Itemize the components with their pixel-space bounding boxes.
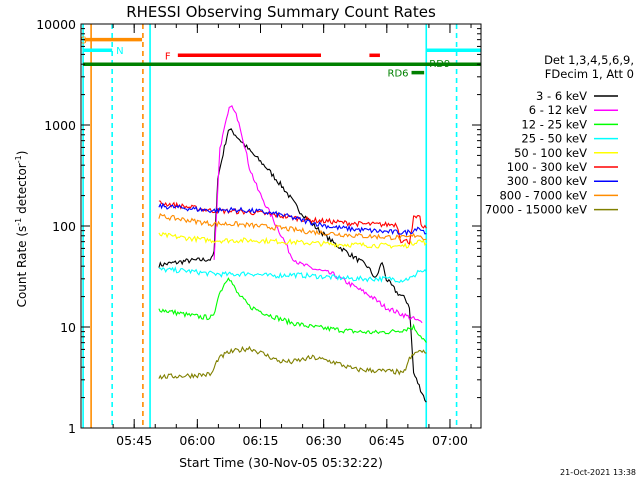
- x-axis-label: Start Time (30-Nov-05 05:32:22): [179, 455, 383, 470]
- legend-label-8: 7000 - 15000 keV: [485, 203, 587, 217]
- legend-label-1: 6 - 12 keV: [529, 103, 587, 117]
- y-tick-label-4: 10000: [36, 17, 76, 32]
- plot-frame: [80, 23, 482, 429]
- y-tick-label-1: 10: [60, 320, 76, 335]
- legend-header-line1: Det 1,3,4,5,6,9,: [544, 53, 634, 67]
- series-line-7: [158, 213, 427, 242]
- y-axis-label-main: Count Rate (s: [15, 226, 29, 308]
- flag-segments: S N F RD9 RD6: [80, 36, 481, 80]
- y-axis-label-mid: detector: [15, 163, 29, 218]
- y-axis-label-exp1: -1: [14, 218, 23, 226]
- y-axis-label: Count Rate (s-1 detector-1): [14, 151, 29, 308]
- x-tick-label-4: 06:45: [369, 433, 405, 448]
- legend-label-3: 25 - 50 keV: [521, 132, 587, 146]
- y-tick-label-0: 1: [68, 421, 76, 436]
- chart-title: RHESSI Observing Summary Count Rates: [126, 3, 436, 21]
- series-line-5: [158, 200, 427, 245]
- legend-label-0: 3 - 6 keV: [536, 89, 587, 103]
- flag-label-5: RD9: [429, 59, 450, 70]
- y-axis-label-exp2: -1: [14, 155, 23, 163]
- y-tick-label-3: 1000: [44, 118, 76, 133]
- flag-label-0: S: [80, 36, 86, 47]
- flag-label-6: RD6: [388, 69, 409, 80]
- footer-date: 21-Oct-2021 13:38: [560, 468, 636, 477]
- legend-header-line2: FDecim 1, Att 0: [545, 67, 634, 81]
- x-tick-label-2: 06:15: [242, 433, 278, 448]
- series-line-8: [158, 345, 427, 380]
- legend: Det 1,3,4,5,6,9, FDecim 1, Att 0 3 - 6 k…: [485, 53, 634, 217]
- series-line-3: [158, 266, 427, 283]
- legend-label-6: 300 - 800 keV: [507, 174, 587, 188]
- flag-label-3: F: [165, 51, 171, 62]
- y-tick-label-2: 100: [52, 219, 76, 234]
- series-layer: [158, 104, 427, 403]
- series-line-6: [158, 202, 427, 237]
- series-line-1: [213, 104, 423, 324]
- flag-label-1: N: [116, 46, 123, 57]
- x-tick-label-5: 07:00: [432, 433, 468, 448]
- x-tick-label-0: 05:45: [116, 433, 152, 448]
- series-line-2: [158, 277, 427, 343]
- axes: 1 10 100 1000 10000 05:45 06:00 06:15 06:30 06:45…: [36, 17, 482, 448]
- legend-label-5: 100 - 300 keV: [507, 160, 587, 174]
- x-tick-label-3: 06:30: [306, 433, 342, 448]
- legend-label-7: 800 - 7000 keV: [499, 188, 587, 202]
- series-line-0: [158, 128, 427, 403]
- legend-label-2: 12 - 25 keV: [521, 117, 587, 131]
- series-line-4: [158, 231, 427, 249]
- x-tick-label-1: 06:00: [179, 433, 215, 448]
- legend-label-4: 50 - 100 keV: [514, 146, 587, 160]
- vertical-markers: [82, 24, 458, 428]
- y-axis-label-close: ): [15, 151, 29, 156]
